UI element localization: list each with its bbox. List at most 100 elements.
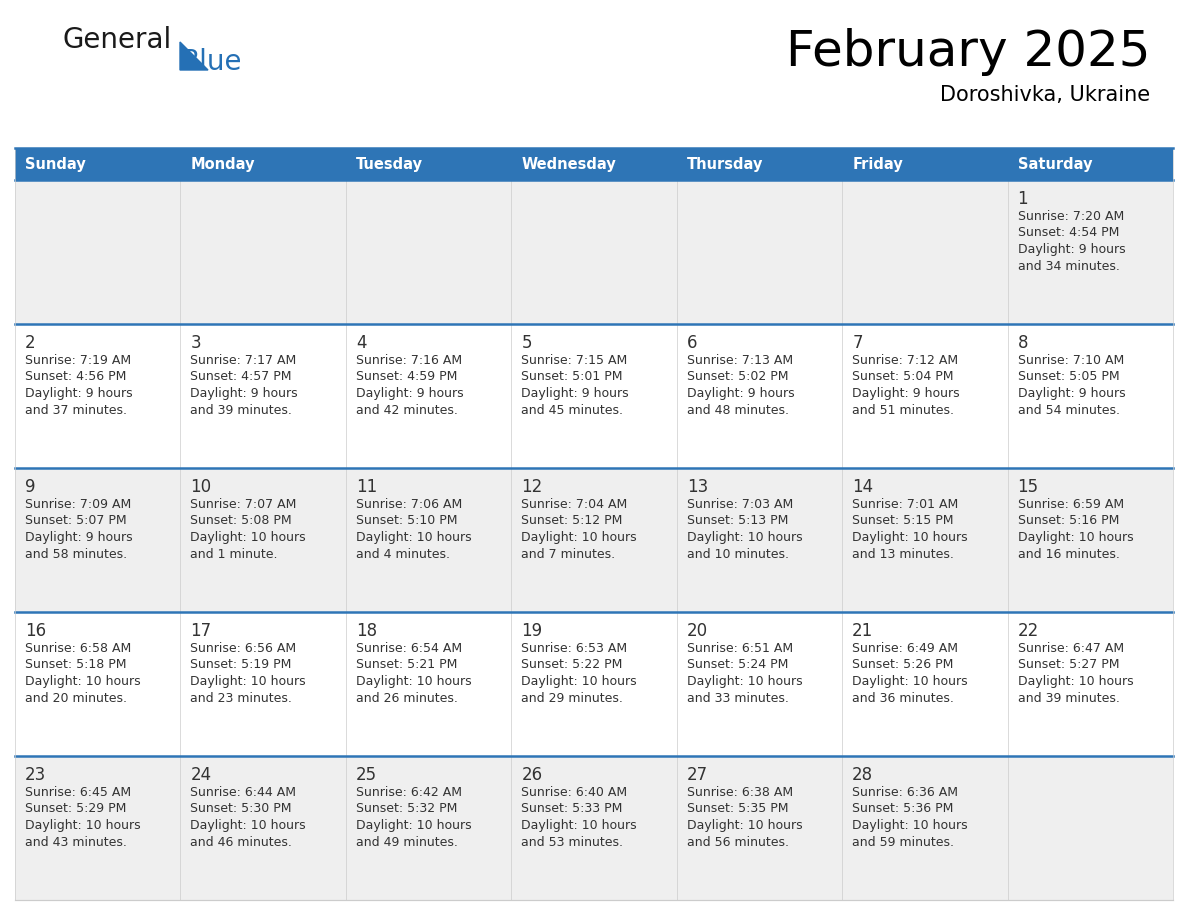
Text: Sunrise: 7:13 AM: Sunrise: 7:13 AM [687,354,792,367]
Text: Sunrise: 7:19 AM: Sunrise: 7:19 AM [25,354,131,367]
Text: and 4 minutes.: and 4 minutes. [356,547,450,561]
Text: Sunrise: 6:49 AM: Sunrise: 6:49 AM [852,642,959,655]
Text: Daylight: 10 hours: Daylight: 10 hours [522,819,637,832]
Text: Sunset: 5:12 PM: Sunset: 5:12 PM [522,514,623,528]
Bar [15,324,1173,468]
Text: Doroshivka, Ukraine: Doroshivka, Ukraine [940,85,1150,105]
Text: 7: 7 [852,334,862,352]
Text: Sunset: 5:27 PM: Sunset: 5:27 PM [1018,658,1119,671]
Text: and 7 minutes.: and 7 minutes. [522,547,615,561]
Text: Sunrise: 6:58 AM: Sunrise: 6:58 AM [25,642,131,655]
Text: Daylight: 10 hours: Daylight: 10 hours [687,675,802,688]
Text: 23: 23 [25,766,46,784]
Text: Sunrise: 7:20 AM: Sunrise: 7:20 AM [1018,210,1124,223]
Text: Sunset: 5:16 PM: Sunset: 5:16 PM [1018,514,1119,528]
Text: 9: 9 [25,478,36,496]
Text: Sunset: 4:57 PM: Sunset: 4:57 PM [190,371,292,384]
Text: Daylight: 9 hours: Daylight: 9 hours [852,387,960,400]
Text: Sunset: 5:18 PM: Sunset: 5:18 PM [25,658,126,671]
Text: 24: 24 [190,766,211,784]
Text: Sunrise: 6:51 AM: Sunrise: 6:51 AM [687,642,792,655]
Text: Sunset: 4:56 PM: Sunset: 4:56 PM [25,371,126,384]
Text: 20: 20 [687,622,708,640]
Text: Sunset: 5:15 PM: Sunset: 5:15 PM [852,514,954,528]
Text: Daylight: 10 hours: Daylight: 10 hours [190,675,307,688]
Text: Wednesday: Wednesday [522,156,617,172]
Text: Daylight: 10 hours: Daylight: 10 hours [356,675,472,688]
Text: Sunrise: 6:53 AM: Sunrise: 6:53 AM [522,642,627,655]
Text: 15: 15 [1018,478,1038,496]
Text: and 42 minutes.: and 42 minutes. [356,404,457,417]
Text: and 51 minutes.: and 51 minutes. [852,404,954,417]
Text: Tuesday: Tuesday [356,156,423,172]
Text: Daylight: 9 hours: Daylight: 9 hours [1018,387,1125,400]
Text: 10: 10 [190,478,211,496]
Text: Sunday: Sunday [25,156,86,172]
Text: Friday: Friday [852,156,903,172]
Text: Sunrise: 6:59 AM: Sunrise: 6:59 AM [1018,498,1124,511]
Text: and 53 minutes.: and 53 minutes. [522,835,624,848]
Polygon shape [181,42,208,70]
Text: General: General [62,26,171,54]
Text: 2: 2 [25,334,36,352]
Text: Sunrise: 6:38 AM: Sunrise: 6:38 AM [687,786,792,799]
Text: Daylight: 10 hours: Daylight: 10 hours [190,819,307,832]
Text: Daylight: 9 hours: Daylight: 9 hours [687,387,795,400]
Text: Daylight: 10 hours: Daylight: 10 hours [522,531,637,544]
Text: Sunrise: 6:44 AM: Sunrise: 6:44 AM [190,786,297,799]
Text: and 56 minutes.: and 56 minutes. [687,835,789,848]
Text: and 54 minutes.: and 54 minutes. [1018,404,1119,417]
Text: 22: 22 [1018,622,1038,640]
Text: 16: 16 [25,622,46,640]
Text: Sunrise: 7:04 AM: Sunrise: 7:04 AM [522,498,627,511]
Text: 17: 17 [190,622,211,640]
Text: Daylight: 10 hours: Daylight: 10 hours [25,675,140,688]
Text: Daylight: 10 hours: Daylight: 10 hours [687,531,802,544]
Text: Sunset: 4:59 PM: Sunset: 4:59 PM [356,371,457,384]
Text: Thursday: Thursday [687,156,763,172]
Text: Sunrise: 7:17 AM: Sunrise: 7:17 AM [190,354,297,367]
Text: and 46 minutes.: and 46 minutes. [190,835,292,848]
Text: Sunrise: 6:47 AM: Sunrise: 6:47 AM [1018,642,1124,655]
Text: Daylight: 9 hours: Daylight: 9 hours [190,387,298,400]
Text: and 36 minutes.: and 36 minutes. [852,691,954,704]
Text: Sunset: 5:35 PM: Sunset: 5:35 PM [687,802,788,815]
Text: Daylight: 10 hours: Daylight: 10 hours [356,531,472,544]
Text: Sunset: 5:08 PM: Sunset: 5:08 PM [190,514,292,528]
Text: and 33 minutes.: and 33 minutes. [687,691,789,704]
Text: Sunrise: 7:15 AM: Sunrise: 7:15 AM [522,354,627,367]
Text: Sunset: 5:24 PM: Sunset: 5:24 PM [687,658,788,671]
Text: Sunrise: 6:40 AM: Sunrise: 6:40 AM [522,786,627,799]
Text: 4: 4 [356,334,366,352]
Text: 13: 13 [687,478,708,496]
Text: 1: 1 [1018,190,1028,208]
Text: 26: 26 [522,766,543,784]
Bar [15,468,1173,612]
Bar [15,756,1173,900]
Text: Sunrise: 6:36 AM: Sunrise: 6:36 AM [852,786,959,799]
Text: Sunset: 5:04 PM: Sunset: 5:04 PM [852,371,954,384]
Text: Sunset: 5:29 PM: Sunset: 5:29 PM [25,802,126,815]
Text: Sunset: 5:10 PM: Sunset: 5:10 PM [356,514,457,528]
Text: Daylight: 9 hours: Daylight: 9 hours [522,387,628,400]
Text: Blue: Blue [181,48,241,76]
Text: Sunset: 5:22 PM: Sunset: 5:22 PM [522,658,623,671]
Text: 3: 3 [190,334,201,352]
Text: and 20 minutes.: and 20 minutes. [25,691,127,704]
Text: and 49 minutes.: and 49 minutes. [356,835,457,848]
Text: Sunset: 5:21 PM: Sunset: 5:21 PM [356,658,457,671]
Text: Saturday: Saturday [1018,156,1092,172]
Text: Daylight: 9 hours: Daylight: 9 hours [25,531,133,544]
Text: 12: 12 [522,478,543,496]
Text: Sunset: 5:30 PM: Sunset: 5:30 PM [190,802,292,815]
Text: and 23 minutes.: and 23 minutes. [190,691,292,704]
Text: Sunset: 5:36 PM: Sunset: 5:36 PM [852,802,954,815]
Text: Sunset: 5:32 PM: Sunset: 5:32 PM [356,802,457,815]
Text: Daylight: 10 hours: Daylight: 10 hours [852,819,968,832]
Text: February 2025: February 2025 [785,28,1150,76]
Text: and 59 minutes.: and 59 minutes. [852,835,954,848]
Text: Daylight: 10 hours: Daylight: 10 hours [687,819,802,832]
Text: Sunrise: 7:09 AM: Sunrise: 7:09 AM [25,498,131,511]
Text: Sunrise: 6:54 AM: Sunrise: 6:54 AM [356,642,462,655]
Text: Daylight: 10 hours: Daylight: 10 hours [25,819,140,832]
